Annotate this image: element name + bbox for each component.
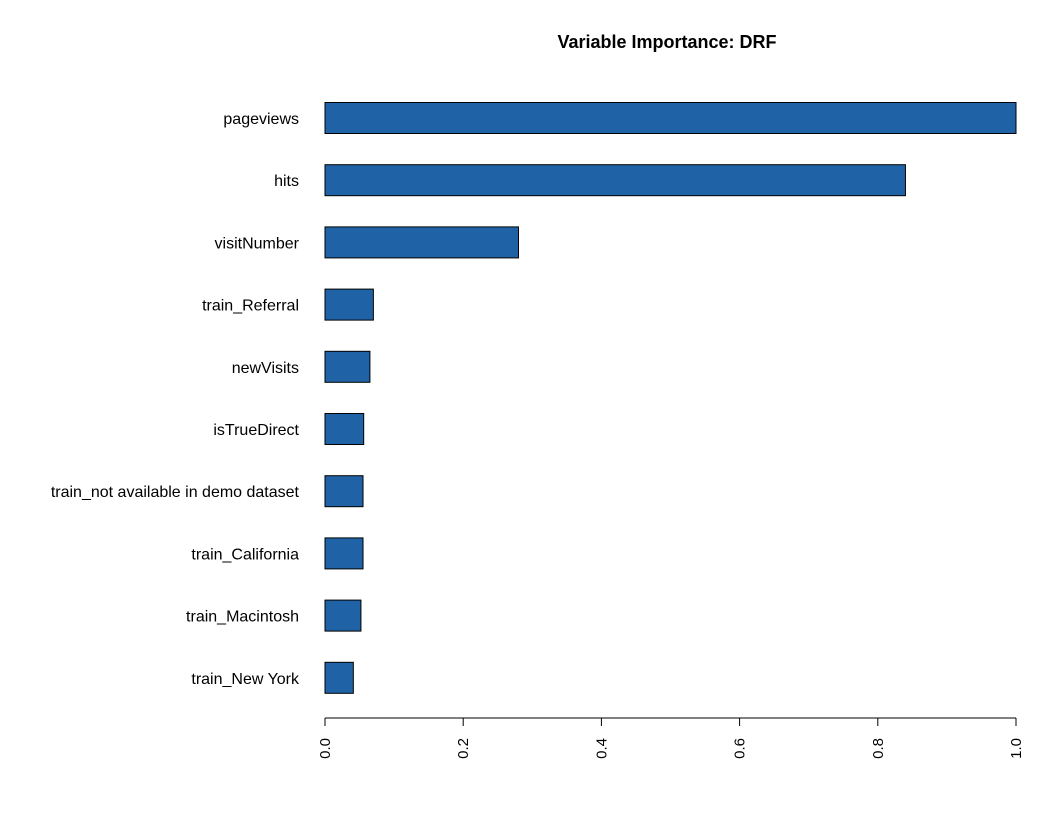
category-label: train_New York [191, 671, 300, 688]
category-label: visitNumber [215, 235, 300, 252]
category-label: train_Referral [202, 298, 299, 315]
x-tick-label: 0.0 [317, 738, 334, 759]
bar [324, 475, 364, 508]
category-label: train_Macintosh [186, 609, 299, 626]
x-tick-label: 0.6 [732, 738, 749, 759]
bar [324, 537, 364, 570]
x-tick-label: 1.0 [1008, 738, 1025, 759]
bar [324, 288, 374, 321]
x-tick-label: 0.4 [593, 738, 610, 759]
category-label: newVisits [232, 360, 299, 377]
category-label: train_not available in demo dataset [51, 484, 300, 501]
bar [324, 350, 371, 383]
category-labels: pageviews hits visitNumber train_Referralne… [51, 111, 300, 688]
chart-title: Variable Importance: DRF [557, 32, 776, 52]
bar [324, 413, 365, 445]
bar [324, 164, 906, 197]
x-tick-label: 0.2 [455, 738, 472, 759]
category-label: train_California [191, 546, 299, 563]
bar [324, 226, 519, 259]
bar [324, 661, 354, 694]
category-label: hits [274, 173, 299, 190]
x-tick-label: 0.8 [870, 738, 887, 759]
category-label: isTrueDirect [213, 422, 299, 439]
category-label: pageviews [223, 111, 299, 128]
bar [324, 599, 362, 632]
x-axis: 0.0 0.2 0.4 0.6 0.8 1.0 [317, 717, 1025, 759]
bar [324, 102, 1017, 134]
bar-group [324, 102, 1017, 694]
